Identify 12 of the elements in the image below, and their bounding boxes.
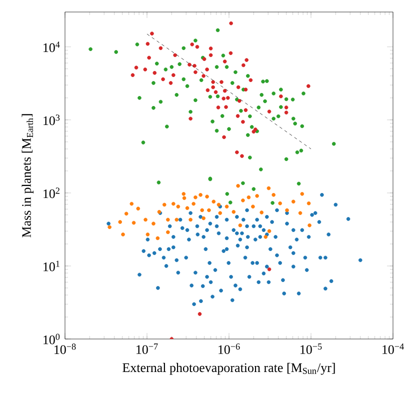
x-tick-label: 10$^{−5}$ bbox=[300, 344, 322, 354]
x-tick-label: 10$^{−6}$ bbox=[218, 344, 240, 354]
x-tick-label: 10$^{−7}$ bbox=[136, 344, 158, 354]
y-tick-label: 10$^{1}$ bbox=[44, 260, 60, 272]
x-tick-label: 10$^{−8}$ bbox=[54, 344, 76, 354]
y-axis-title: Mass in planets [M$_{Earth}$] bbox=[22, 114, 34, 238]
y-tick-label: 10$^{3}$ bbox=[44, 114, 60, 126]
y-tick-label: 10$^{2}$ bbox=[44, 188, 60, 198]
y-tick-label: 10$^{4}$ bbox=[44, 42, 60, 52]
y-tick-label: 10$^{0}$ bbox=[44, 334, 60, 344]
x-tick-label: 10$^{−4}$ bbox=[382, 344, 404, 354]
x-axis-title: External photoevaporation rate [M$_{Sun}$/yr] bbox=[122, 362, 335, 375]
